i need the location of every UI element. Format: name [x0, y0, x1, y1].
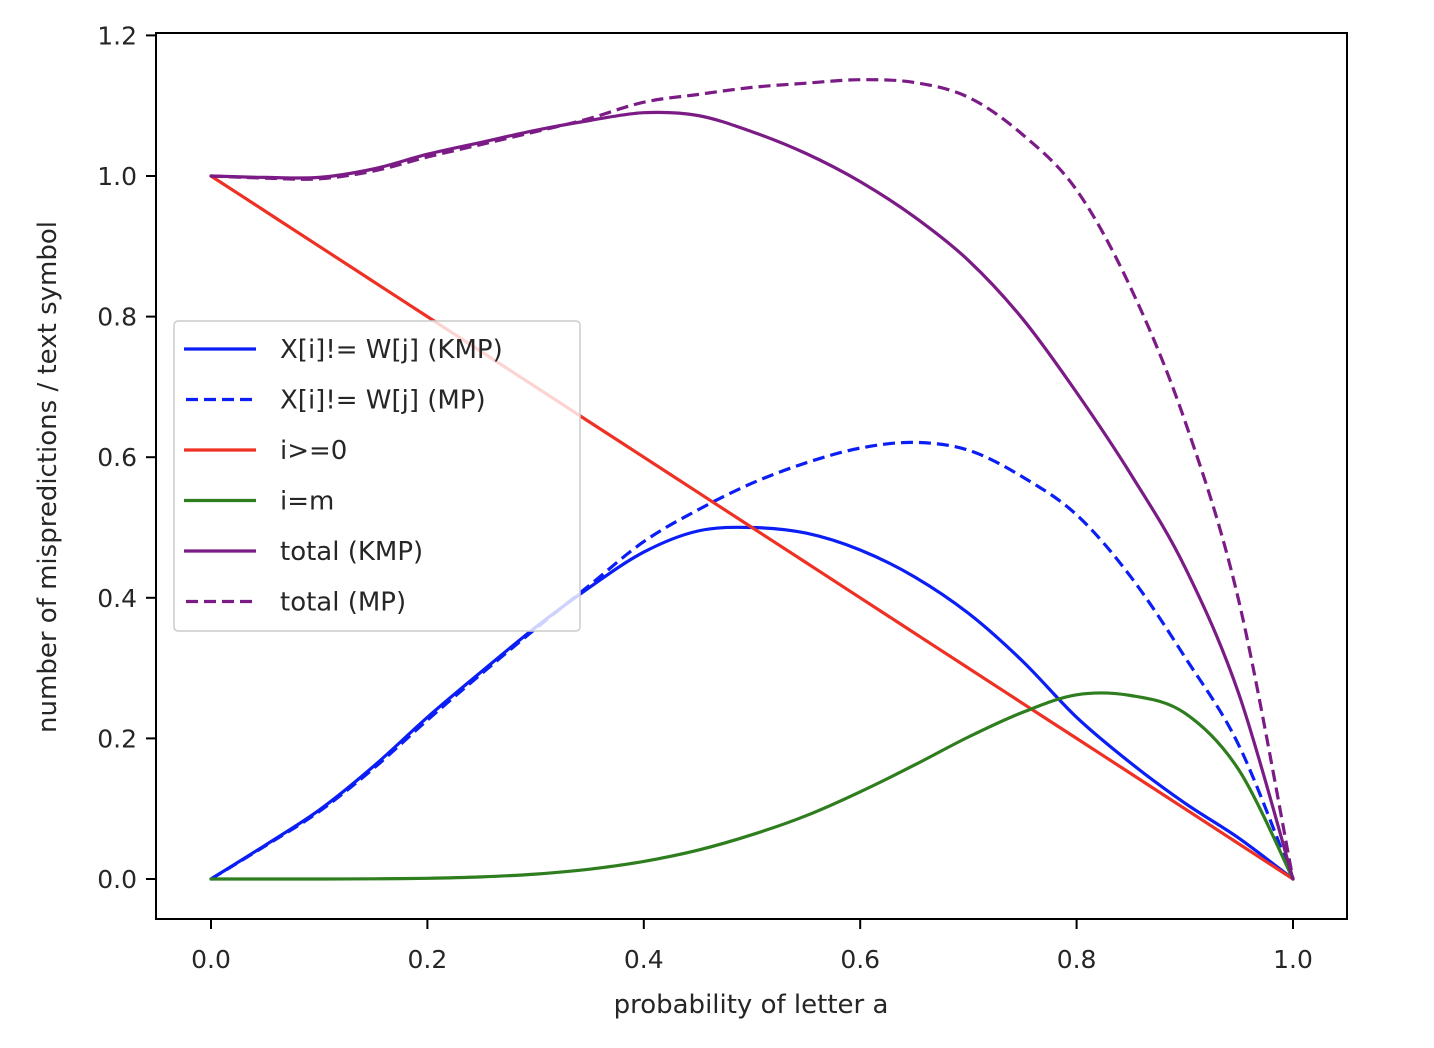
- legend-label: i>=0: [280, 436, 347, 466]
- legend-item: X[i]!= W[j] (KMP): [184, 335, 503, 365]
- legend-item: i>=0: [184, 436, 347, 466]
- x-tick-label: 0.4: [624, 945, 664, 974]
- y-tick-label: 0.0: [97, 865, 137, 894]
- x-tick-label: 0.0: [191, 945, 231, 974]
- y-tick-label: 0.8: [97, 303, 137, 332]
- legend-label: X[i]!= W[j] (MP): [280, 386, 486, 416]
- series-line-total-mp: [210, 78, 1295, 880]
- series-line-i-0: [209, 174, 1295, 881]
- series-line-x-i-w-j-mp: [210, 440, 1295, 881]
- y-axis-label: number of mispredictions / text symbol: [33, 221, 63, 733]
- y-axis-ticks: 0.0 0.2 0.4 0.6 0.8 1.0 1.2: [97, 21, 156, 894]
- x-tick-label: 0.6: [840, 945, 880, 974]
- legend-label: X[i]!= W[j] (KMP): [280, 335, 503, 365]
- legend-label: total (MP): [280, 588, 406, 618]
- legend-item: i=m: [184, 487, 334, 517]
- legend-item: total (KMP): [184, 537, 423, 567]
- y-tick-label: 1.0: [97, 162, 137, 191]
- y-tick-label: 0.2: [97, 724, 137, 753]
- legend-label: i=m: [280, 487, 334, 517]
- x-axis-label: probability of letter a: [614, 990, 889, 1020]
- series-layer: [209, 78, 1295, 881]
- x-tick-label: 1.0: [1273, 945, 1313, 974]
- legend-item: X[i]!= W[j] (MP): [186, 386, 486, 416]
- legend-box: [173, 320, 581, 632]
- x-axis-ticks: 0.0 0.2 0.4 0.6 0.8 1.0: [191, 919, 1313, 974]
- y-tick-label: 0.4: [97, 584, 137, 613]
- x-tick-label: 0.2: [408, 945, 448, 974]
- x-tick-label: 0.8: [1057, 945, 1097, 974]
- legend-item: total (MP): [186, 588, 406, 618]
- series-line-i-m: [209, 691, 1295, 881]
- y-tick-label: 0.6: [97, 443, 137, 472]
- series-line-total-kmp: [209, 110, 1295, 881]
- legend: X[i]!= W[j] (KMP) X[i]!= W[j] (MP) i>=0 i=m…: [173, 320, 581, 632]
- legend-label: total (KMP): [280, 537, 423, 567]
- y-tick-label: 1.2: [97, 21, 137, 50]
- axes-frame: [155, 32, 1348, 920]
